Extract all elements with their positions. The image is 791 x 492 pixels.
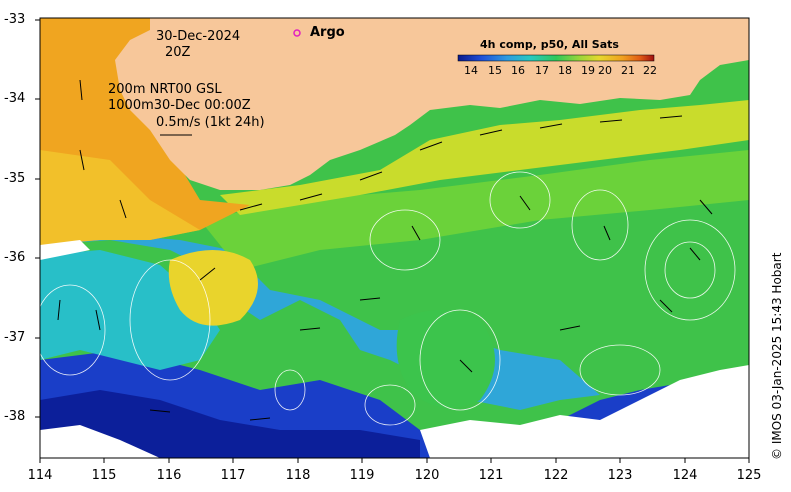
colorbar-tick: 20 <box>598 64 612 77</box>
lon-tick: 114 <box>27 468 53 483</box>
colorbar-ticks: 14 15 16 17 18 19 20 21 22 <box>458 64 658 78</box>
lon-tick: 116 <box>156 468 182 483</box>
sst-colorbar <box>457 54 655 62</box>
argo-marker <box>293 29 301 37</box>
lon-tick: 118 <box>285 468 311 483</box>
lat-tick: -34 <box>4 91 26 106</box>
credit-label: © IMOS 03-Jan-2025 15:43 Hobart <box>770 252 784 460</box>
colorbar-tick: 17 <box>535 64 549 77</box>
lon-tick: 124 <box>672 468 698 483</box>
date-label: 30-Dec-2024 <box>156 29 241 44</box>
colorbar-title: 4h comp, p50, All Sats <box>480 38 619 51</box>
colorbar-tick: 21 <box>621 64 635 77</box>
axis-ticks <box>35 19 750 463</box>
lat-tick: -35 <box>4 171 26 186</box>
colorbar-tick: 15 <box>488 64 502 77</box>
lon-tick: 125 <box>736 468 762 483</box>
nodata-west <box>40 240 90 260</box>
lat-tick: -37 <box>4 330 26 345</box>
model-label-1: 200m NRT00 GSL <box>108 82 222 97</box>
time-label: 20Z <box>165 45 191 60</box>
argo-label: Argo <box>310 25 345 40</box>
lon-tick: 120 <box>414 468 440 483</box>
plot-frame <box>39 17 750 459</box>
current-vectors <box>57 79 713 421</box>
nodata-south2 <box>420 365 749 458</box>
lon-tick: 119 <box>349 468 375 483</box>
lon-tick: 123 <box>607 468 633 483</box>
lat-tick: -36 <box>4 250 26 265</box>
colorbar-tick: 14 <box>464 64 478 77</box>
colorbar-tick: 16 <box>511 64 525 77</box>
model-label-2: 1000m30-Dec 00:00Z <box>108 98 251 113</box>
lon-tick: 122 <box>543 468 569 483</box>
colorbar-tick: 22 <box>643 64 657 77</box>
ssh-contours <box>40 171 736 426</box>
lon-tick: 117 <box>220 468 246 483</box>
colorbar-tick: 19 <box>581 64 595 77</box>
lon-tick: 121 <box>478 468 504 483</box>
lat-tick: -38 <box>4 409 26 424</box>
nodata-south <box>40 425 160 458</box>
sst-yellow-coast <box>220 100 749 215</box>
sst-green-eddy <box>396 310 495 408</box>
lon-tick: 115 <box>91 468 117 483</box>
colorbar-tick: 18 <box>558 64 572 77</box>
sst-darkblue-south <box>40 390 420 458</box>
lat-tick: -33 <box>4 12 26 27</box>
sst-lightgreen-band <box>200 150 749 270</box>
scale-label: 0.5m/s (1kt 24h) <box>156 115 265 130</box>
sst-yellow-west <box>40 150 200 245</box>
